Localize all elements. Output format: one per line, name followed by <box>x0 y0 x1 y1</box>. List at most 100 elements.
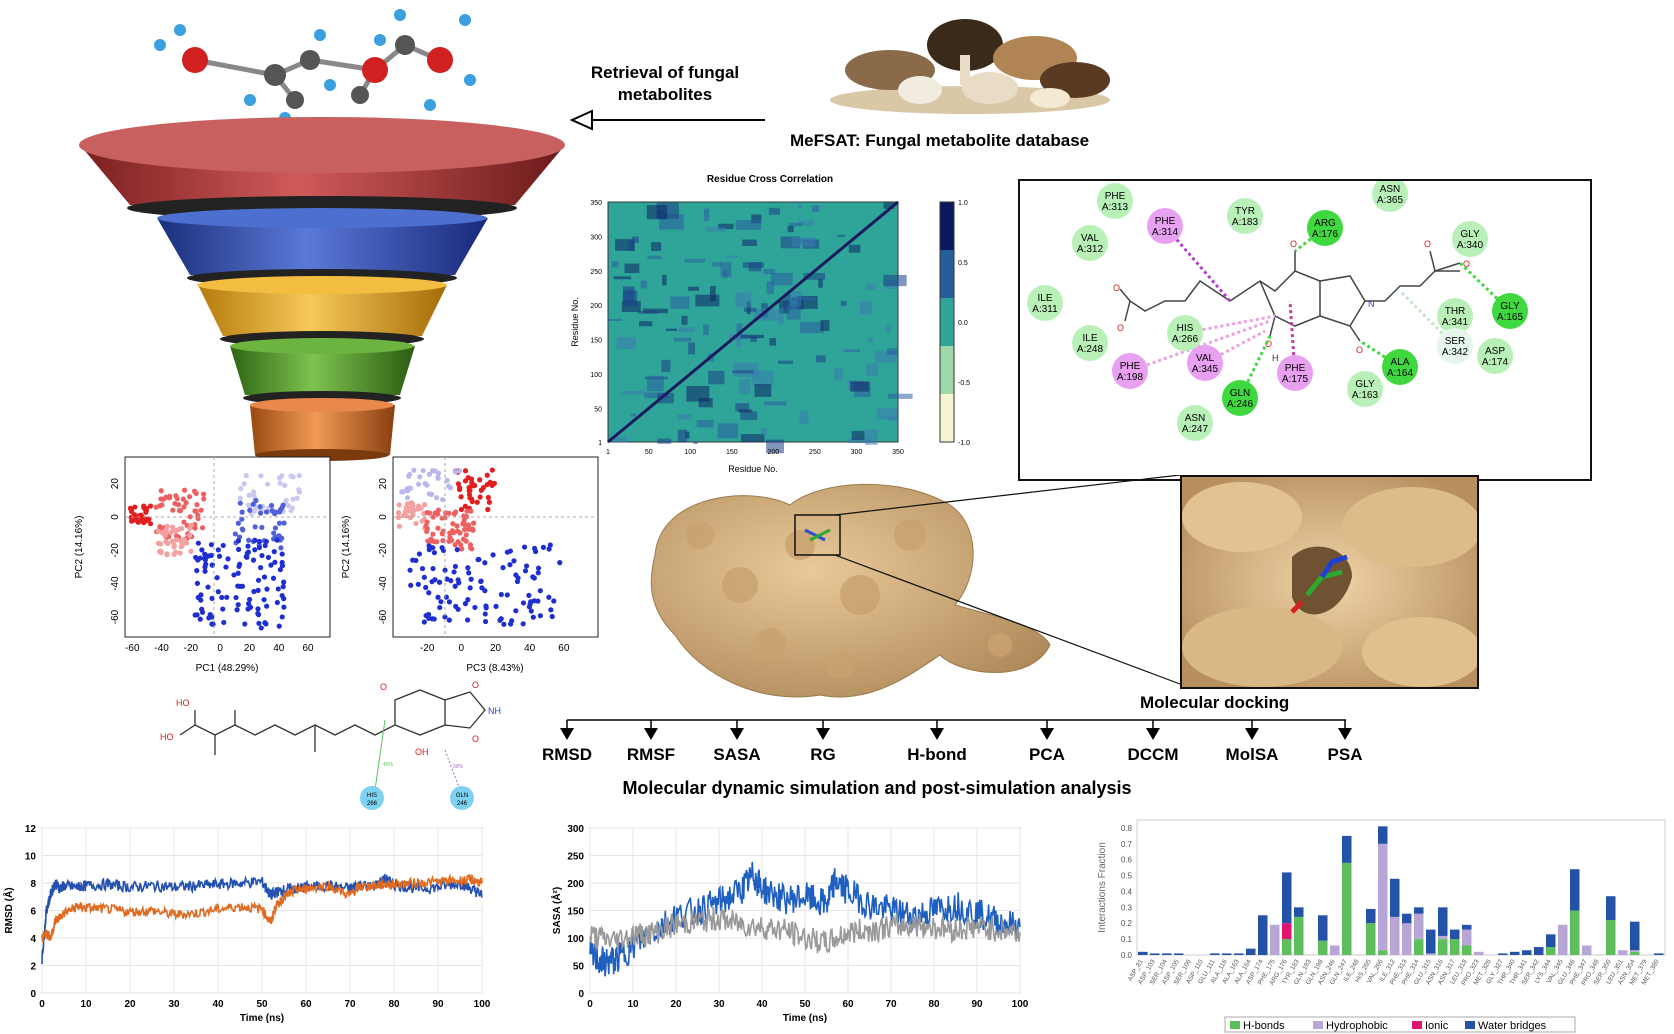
analysis-label-molsa: MolSA <box>1225 745 1279 764</box>
dccm-cluster <box>818 278 823 288</box>
bar-asp_81-3 <box>1138 951 1148 955</box>
retrieval-line-2: metabolites <box>617 85 713 104</box>
funnel-layer-blue <box>157 208 488 287</box>
residue-bubble <box>1307 210 1343 246</box>
dccm-cluster <box>859 301 872 315</box>
bar-arg_176-2 <box>1282 923 1292 940</box>
dccm-cluster <box>693 441 698 444</box>
bar-asn_316-1 <box>1438 935 1448 940</box>
dccm-cluster <box>867 338 874 343</box>
pca-point <box>183 540 190 546</box>
pca-point <box>296 489 303 495</box>
pca-point <box>547 542 553 548</box>
database-label: MeFSAT: Fungal metabolite database <box>790 131 1090 150</box>
x-tick-label: 10 <box>627 999 639 1010</box>
legend-label: Ionic <box>1425 1020 1449 1032</box>
sasa-chart: 0 10 20 30 40 50 60 70 80 90 100 0 50 100 150 200 250 300… <box>550 824 1029 1024</box>
dccm-cluster <box>616 337 637 350</box>
dccm-cluster <box>851 430 865 440</box>
dccm-xtick: 150 <box>726 449 738 456</box>
dccm-cluster <box>698 398 713 408</box>
pca-point <box>276 623 282 629</box>
docking-label: Molecular docking <box>1140 693 1290 712</box>
bar-asp_103-3 <box>1150 953 1160 955</box>
legend-swatch <box>1412 1021 1422 1029</box>
dccm-cluster <box>751 214 762 224</box>
contact-gln-num: 246 <box>457 801 468 807</box>
dccm-cluster <box>640 280 647 289</box>
x-tick-label: 70 <box>344 999 356 1010</box>
dccm-cluster <box>876 408 898 420</box>
x-tick-label: 50 <box>256 999 268 1010</box>
pca-point <box>259 552 265 559</box>
residue-bubble <box>1347 371 1383 407</box>
dccm-cluster <box>791 237 816 247</box>
pca-point <box>489 467 495 473</box>
residue-name: ARG <box>1314 218 1336 229</box>
dccm-cluster <box>848 244 861 253</box>
pca-point <box>255 577 262 583</box>
y-tick-label: 0 <box>30 989 36 1000</box>
pca-point <box>426 590 432 596</box>
pca-point <box>439 545 445 551</box>
pca-point <box>508 621 514 627</box>
residue-bubble <box>1072 325 1108 361</box>
dccm-cluster <box>684 258 705 263</box>
pca-point <box>462 503 468 509</box>
pca-ytick: 20 <box>110 478 121 490</box>
residue-number: A:175 <box>1282 374 1309 385</box>
x-tick-label: 60 <box>842 999 854 1010</box>
dccm-cluster <box>886 325 892 333</box>
dccm-cluster <box>740 334 765 339</box>
dccm-cluster <box>712 262 722 267</box>
pca-point <box>255 606 261 612</box>
dccm-diagonal <box>607 200 899 444</box>
pca-xtick: -20 <box>420 643 435 654</box>
pca-point <box>442 614 448 620</box>
svg-text:N: N <box>1368 299 1375 309</box>
dccm-cluster <box>886 348 899 355</box>
pca-point <box>239 509 245 515</box>
ligand-atom-o-2: O <box>472 734 479 744</box>
analysis-label-pca: PCA <box>1029 745 1065 764</box>
residue-bubble <box>1222 380 1258 416</box>
interaction-line <box>1204 329 1266 365</box>
dccm-cluster <box>791 297 815 301</box>
pca-point <box>262 620 268 626</box>
chart-legend: H-bonds Hydrophobic Ionic Water bridges <box>1224 1016 1576 1033</box>
bar-glu_346-3 <box>1570 869 1580 911</box>
dccm-ylabel: Residue No. <box>570 297 580 347</box>
x-tick-label: 70 <box>885 999 897 1010</box>
pca-point <box>419 565 426 572</box>
pca-point <box>535 598 541 604</box>
x-tick-label: 100 <box>474 999 491 1010</box>
dccm-cluster <box>834 368 843 381</box>
dccm-cluster <box>678 327 695 333</box>
y-tick-label: 300 <box>567 824 584 835</box>
residue-number: A:183 <box>1232 217 1259 228</box>
bar-leu_318-3 <box>1462 924 1472 930</box>
pca-point <box>435 474 441 480</box>
svg-text:O: O <box>1356 345 1363 355</box>
pca-point <box>467 585 473 591</box>
dccm-cluster <box>666 328 677 331</box>
dccm-cluster <box>662 274 667 286</box>
pca-point <box>181 519 187 525</box>
ligand-atom-o-3: O <box>380 682 387 692</box>
pca-point <box>173 528 179 534</box>
dccm-plot: Residue Cross Correlation 1 50 100 150 200 25… <box>570 174 970 474</box>
bar-leu_351-1 <box>1618 950 1628 955</box>
contact-his-num: 266 <box>367 801 378 807</box>
down-arrow-icon <box>730 728 744 740</box>
pca-point <box>209 595 215 601</box>
pca1-xlabel: PC1 (48.29%) <box>196 663 259 674</box>
contact-gln-bubble <box>450 786 474 810</box>
pca-point <box>237 583 243 589</box>
molecule-3d-icon <box>154 9 476 124</box>
